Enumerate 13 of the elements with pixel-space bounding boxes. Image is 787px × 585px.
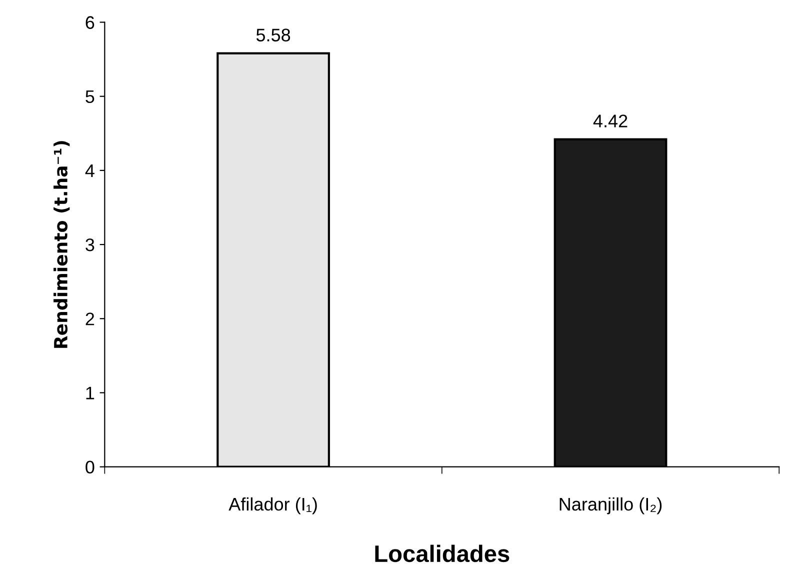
y-tick-label: 0 bbox=[86, 460, 94, 474]
y-tick-label: 2 bbox=[86, 312, 94, 326]
y-tick-label: 6 bbox=[86, 16, 94, 29]
y-tick-label: 5 bbox=[86, 90, 94, 104]
y-tick-label: 4 bbox=[85, 164, 94, 177]
y-tick-label: 3 bbox=[86, 238, 94, 252]
data-label: 5.58 bbox=[256, 28, 290, 42]
x-tick-label: Naranjillo (I₂) bbox=[560, 497, 662, 514]
y-axis-title: Rendimiento (t.ha⁻¹) bbox=[54, 141, 70, 348]
x-tick-label: Afilador (I₁) bbox=[228, 497, 317, 514]
y-tick-label: 1 bbox=[86, 386, 94, 400]
x-axis-title: Localidades bbox=[375, 544, 510, 562]
data-label: 4.42 bbox=[593, 114, 628, 128]
